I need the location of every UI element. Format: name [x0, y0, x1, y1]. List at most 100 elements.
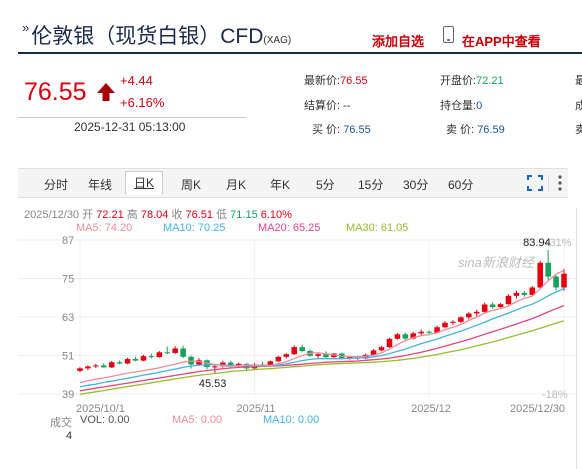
candle-body[interactable]: [140, 356, 147, 361]
candle-body[interactable]: [513, 292, 520, 296]
candle-body[interactable]: [378, 347, 385, 351]
candle-body[interactable]: [116, 362, 123, 364]
tab-60min[interactable]: 60分: [448, 178, 474, 192]
y-tick-label: 63: [62, 312, 74, 324]
candle-body[interactable]: [267, 361, 274, 366]
chart-watermark: sina新浪财经: [458, 255, 536, 270]
candle-body[interactable]: [442, 322, 448, 328]
tab-daily-k[interactable]: 日K: [125, 171, 164, 195]
tab-30min[interactable]: 30分: [403, 178, 429, 192]
more-icon[interactable]: [556, 174, 564, 192]
candle-body[interactable]: [148, 356, 155, 358]
candle-body[interactable]: [227, 362, 234, 366]
x-tick-label: 2025/10/1: [76, 403, 125, 415]
ma20-line: [79, 304, 565, 392]
candle-body[interactable]: [235, 363, 242, 366]
candle-body[interactable]: [529, 287, 536, 295]
candle-body[interactable]: [196, 360, 202, 365]
ma10-legend: MA10: 70.25: [163, 222, 226, 234]
ma10-line: [79, 287, 565, 388]
candle-body[interactable]: [434, 327, 440, 333]
view-in-app-link[interactable]: 在APP中查看: [462, 34, 541, 49]
pct-tick-label: -18%: [542, 389, 568, 401]
candle-body[interactable]: [93, 365, 99, 367]
candle-body[interactable]: [132, 359, 139, 361]
high-annotation: 83.94: [523, 237, 551, 249]
candle-body[interactable]: [505, 295, 512, 305]
candle-body[interactable]: [85, 366, 91, 369]
candle-body[interactable]: [426, 331, 432, 333]
stat-cut-3: 卖: [575, 124, 582, 136]
candle-body[interactable]: [386, 338, 393, 348]
info-low: 低 71.15: [216, 209, 258, 221]
candle-body[interactable]: [473, 311, 480, 314]
candle-body[interactable]: [212, 366, 218, 368]
tab-monthly-k[interactable]: 月K: [226, 178, 247, 192]
candle-body[interactable]: [521, 292, 528, 295]
tab-5min[interactable]: 5分: [316, 178, 335, 192]
add-favorite-button[interactable]: 添加自选: [372, 34, 425, 49]
ohlc-info: 2025/12/30 开 72.21 高 78.04 收 76.51 低 71.…: [24, 206, 292, 222]
stat-latest: 最新价:76.55: [304, 75, 368, 87]
tab-weekly-k[interactable]: 周K: [181, 178, 202, 192]
info-high: 高 78.04: [126, 209, 169, 221]
page-title: »伦敦银（现货白银）CFD(XAG): [22, 20, 291, 50]
candle-body[interactable]: [275, 356, 282, 362]
candle-body[interactable]: [124, 359, 131, 364]
tab-15min[interactable]: 15分: [358, 178, 384, 192]
stat-ask: 卖 价: 76.59: [446, 124, 505, 136]
candle-body[interactable]: [561, 273, 567, 288]
expand-icon[interactable]: [527, 175, 543, 191]
candle-body[interactable]: [450, 321, 456, 323]
quote-timestamp: 2025-12-31 05:13:00: [74, 120, 186, 134]
candle-body[interactable]: [156, 352, 163, 358]
title-symbol: (XAG): [263, 35, 292, 46]
candle-body[interactable]: [180, 348, 186, 357]
y-tick-label: 87: [62, 235, 74, 247]
candle-body[interactable]: [402, 334, 409, 339]
tab-year-line[interactable]: 年线: [88, 178, 113, 192]
candle-body[interactable]: [410, 333, 417, 339]
candle-body[interactable]: [370, 350, 377, 355]
candle-body[interactable]: [315, 354, 321, 356]
candle-body[interactable]: [299, 347, 305, 352]
stat-bid: 买 价: 76.55: [312, 124, 371, 136]
ma5-line: [79, 269, 565, 384]
vol-ma5-legend: MA5: 0.00: [172, 414, 223, 426]
candle-body[interactable]: [283, 354, 290, 357]
phone-icon: [443, 26, 454, 43]
quote-divider: [18, 117, 246, 118]
candle-body[interactable]: [481, 304, 488, 312]
y-tick-label: 51: [62, 351, 74, 363]
candle-body[interactable]: [418, 331, 424, 334]
candle-body[interactable]: [291, 347, 298, 355]
tab-yearly-k[interactable]: 年K: [270, 178, 291, 192]
candle-body[interactable]: [172, 348, 178, 353]
collapse-arrow-icon[interactable]: »: [22, 20, 30, 35]
ma30-line: [79, 320, 565, 395]
candle-body[interactable]: [394, 334, 401, 339]
candle-body[interactable]: [553, 276, 559, 288]
candle-body[interactable]: [77, 368, 83, 371]
candle-body[interactable]: [545, 262, 551, 277]
candle-body[interactable]: [204, 360, 210, 368]
candle-body[interactable]: [458, 317, 464, 322]
title-divider: [18, 52, 582, 54]
candlestick-chart[interactable]: sina新浪财经 87 75 63 51 39 +31% -18% 2025/10/1 2025…: [0, 232, 582, 422]
candle-body[interactable]: [346, 356, 353, 359]
candle-body[interactable]: [100, 365, 107, 368]
price-change: +4.44: [120, 73, 153, 88]
stat-cut-2: 成: [575, 100, 582, 112]
volume-scale: 4: [66, 430, 73, 442]
candle-body[interactable]: [164, 352, 171, 354]
candle-body[interactable]: [108, 362, 115, 368]
current-price: 76.55: [24, 78, 87, 106]
price-change-percent: +6.16%: [120, 95, 165, 110]
ma30-legend: MA30: 61.05: [346, 222, 409, 234]
candle-body[interactable]: [537, 262, 544, 288]
candle-body[interactable]: [466, 313, 472, 318]
candle-body[interactable]: [489, 304, 496, 308]
candle-body[interactable]: [323, 354, 329, 358]
tab-intraday[interactable]: 分时: [44, 178, 69, 192]
candle-body[interactable]: [497, 304, 504, 308]
